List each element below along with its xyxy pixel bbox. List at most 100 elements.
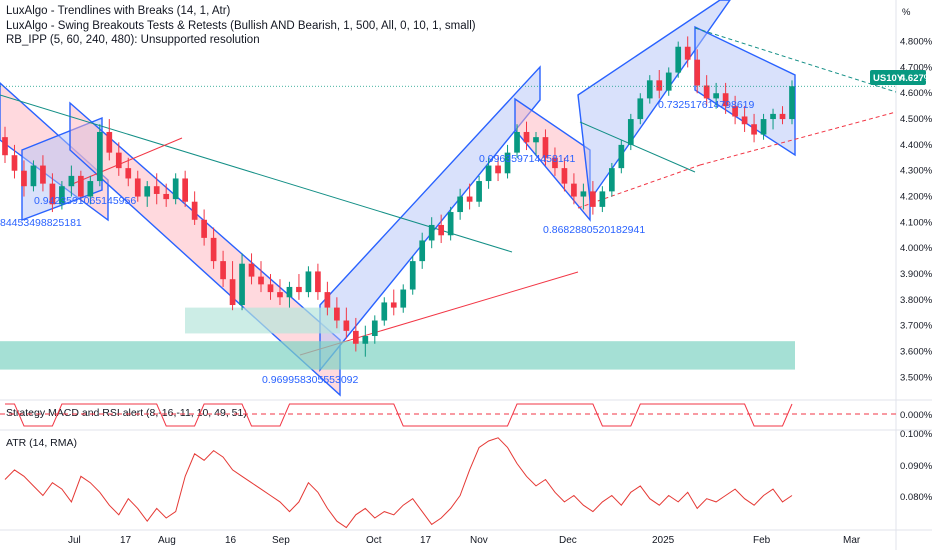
candle-body: [2, 137, 8, 156]
candle-body: [220, 261, 226, 280]
candle-body: [324, 292, 331, 308]
candle-body: [627, 119, 634, 145]
candle-body: [523, 131, 530, 143]
annotation-label: 0.732517614798619: [658, 99, 755, 111]
annotation-label: 0.969958305553092: [262, 374, 359, 386]
candle-body: [400, 289, 407, 308]
price-tick: 4.000%: [900, 243, 932, 254]
candle-body: [552, 157, 558, 169]
candle-body: [78, 175, 84, 197]
trendline-red-2: [299, 271, 579, 356]
strategy-pane-label[interactable]: Strategy MACD and RSI alert (8,-16,-11, …: [6, 407, 247, 419]
atr-layer: [4, 437, 793, 529]
price-tick: 4.600%: [900, 88, 932, 99]
candle-body: [267, 284, 274, 293]
atr-axis-tick: 0.080%: [900, 492, 932, 503]
shaded-zone: [0, 341, 795, 370]
trendline-teal-1: [0, 94, 513, 253]
annotation-label: 0.9423591065145956: [34, 195, 136, 207]
channel-bull-3: [577, 0, 731, 202]
candle-body: [637, 98, 644, 120]
candle-body: [599, 191, 606, 207]
trendline-layer: [0, 27, 897, 356]
candle-body: [760, 119, 767, 135]
candle-body: [87, 181, 94, 197]
candle-body: [504, 152, 511, 174]
strategy-signal-line: [5, 403, 793, 427]
candle-body: [134, 178, 141, 197]
trendline-red-dashed-2: [699, 111, 897, 166]
candle-body: [59, 186, 65, 205]
candle-body: [352, 330, 359, 344]
price-axis-unit: %: [902, 7, 911, 18]
annotation-label: 0.996359714458141: [479, 153, 576, 165]
candle-body: [125, 168, 132, 179]
candle-body: [646, 80, 653, 99]
candle-body: [153, 186, 160, 194]
price-tick: 4.500%: [900, 114, 932, 125]
indicator-swing-breakouts[interactable]: LuxAlgo - Swing Breakouts Tests & Retest…: [6, 19, 476, 32]
candle-body: [334, 307, 340, 321]
time-axis[interactable]: Jul 17 Aug 16 Sep Oct 17 Nov Dec 2025 Fe…: [68, 535, 861, 546]
time-tick: 2025: [652, 535, 675, 546]
zones-layer: [0, 307, 795, 370]
price-tick: 4.400%: [900, 140, 932, 151]
candle-body: [618, 144, 625, 169]
candle-body: [580, 191, 587, 197]
price-tick: 3.700%: [900, 321, 932, 332]
candle-body: [296, 286, 302, 293]
candle-body: [163, 193, 170, 200]
candle-body: [675, 46, 682, 73]
candle-body: [447, 212, 454, 236]
candle-body: [30, 165, 37, 187]
candle-body: [258, 276, 264, 285]
indicator-trendlines[interactable]: LuxAlgo - Trendlines with Breaks (14, 1,…: [6, 5, 231, 17]
indicator-legend: LuxAlgo - Trendlines with Breaks (14, 1,…: [6, 4, 476, 48]
time-tick: 17: [120, 535, 132, 546]
price-tick: 4.800%: [900, 37, 932, 48]
candle-body: [172, 178, 179, 200]
atr-pane-label[interactable]: ATR (14, RMA): [6, 437, 77, 449]
time-tick: Sep: [272, 535, 290, 546]
price-tick: 4.700%: [900, 62, 932, 73]
candle-body: [590, 191, 596, 207]
annotation-layer: 0.9423591065145956 84453498825181 0.9699…: [0, 99, 755, 386]
price-tick: 3.900%: [900, 269, 932, 280]
price-tick: 4.100%: [900, 217, 932, 228]
candle-body: [656, 80, 663, 91]
time-tick: Nov: [470, 535, 488, 546]
symbol-name: US10Y: [873, 73, 904, 84]
candle-body: [694, 59, 701, 86]
atr-line: [4, 437, 793, 529]
candle-body: [789, 86, 795, 120]
candle-body: [343, 320, 350, 331]
candle-body: [286, 286, 293, 298]
time-tick: 17: [420, 535, 432, 546]
candle-body: [561, 168, 568, 184]
candle-body: [239, 263, 245, 306]
candle-body: [751, 124, 757, 135]
indicator-rb-ipp[interactable]: RB_IPP (5, 60, 240, 480): Unsupported re…: [6, 34, 260, 46]
candle-body: [315, 271, 321, 293]
candle-body: [40, 165, 46, 184]
candle-body: [381, 302, 388, 321]
time-tick: Oct: [366, 535, 382, 546]
candle-body: [571, 183, 577, 197]
candle-body: [495, 165, 501, 174]
candle-body: [106, 131, 113, 153]
candle-body: [476, 181, 482, 202]
candle-body: [277, 292, 283, 298]
time-tick: Aug: [158, 535, 176, 546]
price-tick: 4.300%: [900, 166, 932, 177]
candle-body: [115, 152, 122, 169]
time-tick: Feb: [753, 535, 771, 546]
price-tick: 3.600%: [900, 347, 932, 358]
candle-body: [779, 113, 786, 120]
price-axis[interactable]: % 4.800% 4.700% 4.600% 4.500% 4.400% 4.300% 4.…: [900, 7, 932, 383]
channel-bear-4: [694, 25, 796, 157]
candle-body: [542, 137, 549, 158]
symbol-price-tag[interactable]: US10Y 4.627%: [870, 70, 932, 85]
candle-body: [390, 302, 397, 308]
candle-body: [21, 170, 27, 187]
